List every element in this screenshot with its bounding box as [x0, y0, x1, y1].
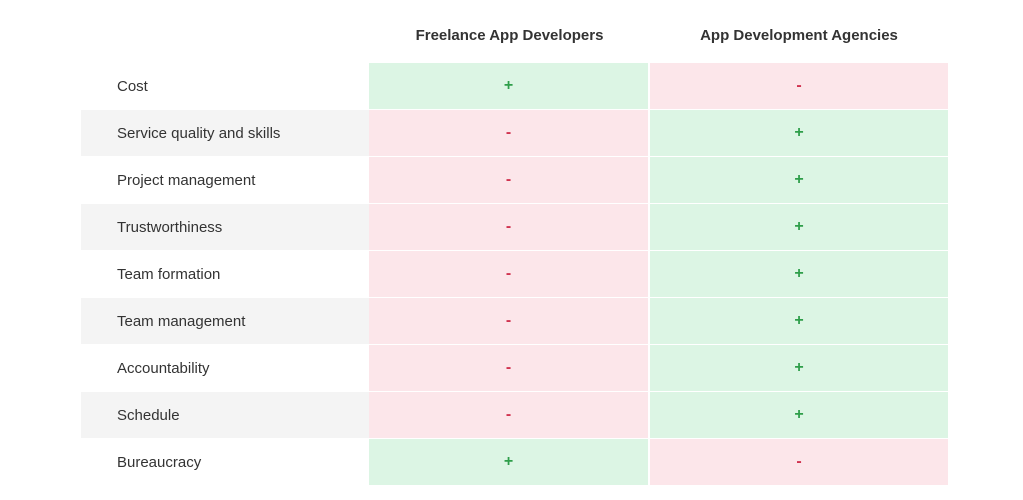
agency-mark: + [650, 392, 948, 439]
column-header-freelance: Freelance App Developers [415, 27, 604, 44]
table-header-row: Freelance App Developers App Development… [81, 0, 948, 63]
agency-mark: - [650, 63, 948, 110]
freelance-mark: - [369, 157, 650, 204]
table-row: Cost + - [81, 63, 948, 110]
freelance-mark: - [369, 110, 650, 157]
column-header-agencies: App Development Agencies [700, 27, 898, 44]
table-row: Service quality and skills - + [81, 110, 948, 157]
agency-mark: + [650, 298, 948, 345]
row-label: Team management [81, 298, 369, 345]
row-label: Project management [81, 157, 369, 204]
table-row: Trustworthiness - + [81, 204, 948, 251]
freelance-mark: - [369, 204, 650, 251]
freelance-mark: - [369, 392, 650, 439]
agency-mark: - [650, 439, 948, 486]
row-label: Service quality and skills [81, 110, 369, 157]
freelance-mark: + [369, 63, 650, 110]
row-label: Team formation [81, 251, 369, 298]
table-row: Project management - + [81, 157, 948, 204]
row-label: Cost [81, 63, 369, 110]
table-row: Accountability - + [81, 345, 948, 392]
agency-mark: + [650, 157, 948, 204]
row-label: Trustworthiness [81, 204, 369, 251]
freelance-mark: - [369, 251, 650, 298]
row-label: Accountability [81, 345, 369, 392]
freelance-mark: + [369, 439, 650, 486]
agency-mark: + [650, 345, 948, 392]
table-row: Bureaucracy + - [81, 439, 948, 486]
comparison-table: Freelance App Developers App Development… [81, 0, 948, 486]
header-spacer [81, 0, 369, 63]
agency-mark: + [650, 204, 948, 251]
table-row: Team formation - + [81, 251, 948, 298]
row-label: Bureaucracy [81, 439, 369, 486]
table-row: Schedule - + [81, 392, 948, 439]
table-row: Team management - + [81, 298, 948, 345]
agency-mark: + [650, 251, 948, 298]
freelance-mark: - [369, 298, 650, 345]
freelance-mark: - [369, 345, 650, 392]
agency-mark: + [650, 110, 948, 157]
row-label: Schedule [81, 392, 369, 439]
